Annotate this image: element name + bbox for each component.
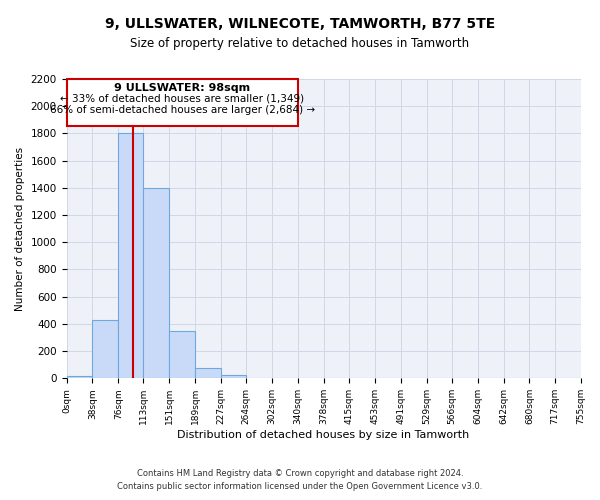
Bar bbox=[195, 368, 221, 378]
Bar bbox=[92, 320, 118, 378]
Text: 9 ULLSWATER: 98sqm: 9 ULLSWATER: 98sqm bbox=[114, 83, 250, 93]
Text: Contains HM Land Registry data © Crown copyright and database right 2024.: Contains HM Land Registry data © Crown c… bbox=[137, 468, 463, 477]
Text: 66% of semi-detached houses are larger (2,684) →: 66% of semi-detached houses are larger (… bbox=[50, 106, 315, 116]
Bar bbox=[118, 134, 143, 378]
Text: Size of property relative to detached houses in Tamworth: Size of property relative to detached ho… bbox=[130, 38, 470, 51]
FancyBboxPatch shape bbox=[67, 79, 298, 126]
Text: 9, ULLSWATER, WILNECOTE, TAMWORTH, B77 5TE: 9, ULLSWATER, WILNECOTE, TAMWORTH, B77 5… bbox=[105, 18, 495, 32]
Bar bbox=[143, 188, 169, 378]
X-axis label: Distribution of detached houses by size in Tamworth: Distribution of detached houses by size … bbox=[178, 430, 470, 440]
Bar bbox=[221, 375, 246, 378]
Text: ← 33% of detached houses are smaller (1,349): ← 33% of detached houses are smaller (1,… bbox=[60, 94, 304, 104]
Text: Contains public sector information licensed under the Open Government Licence v3: Contains public sector information licen… bbox=[118, 482, 482, 491]
Bar bbox=[67, 376, 92, 378]
Bar bbox=[169, 330, 195, 378]
Y-axis label: Number of detached properties: Number of detached properties bbox=[15, 146, 25, 310]
